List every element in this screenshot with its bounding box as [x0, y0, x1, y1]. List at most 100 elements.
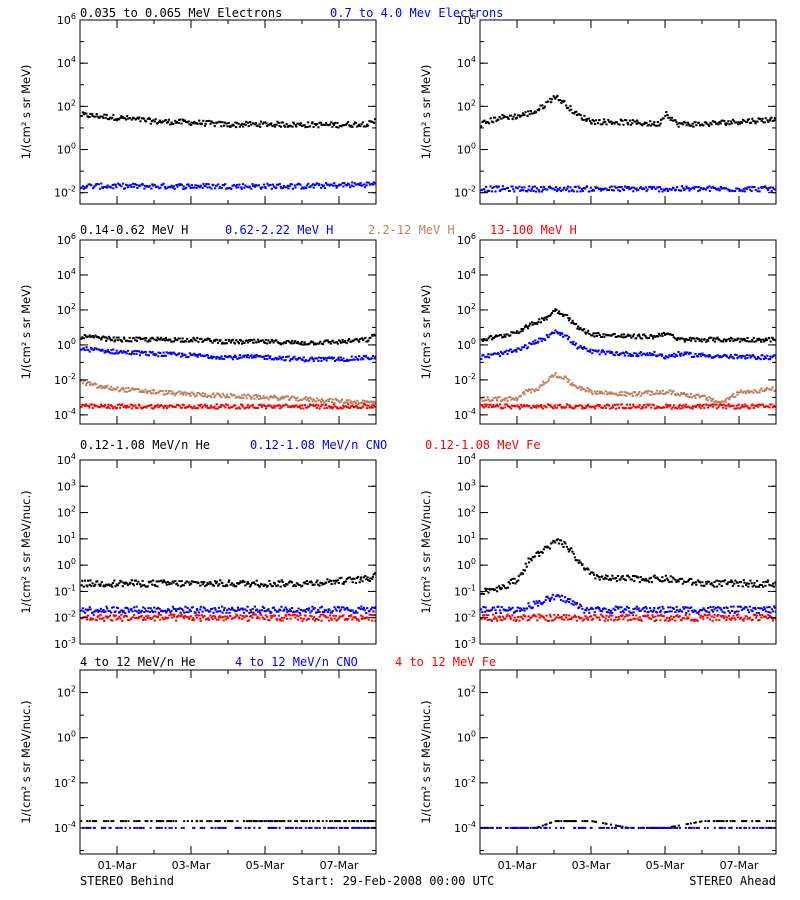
data-point: [583, 568, 586, 571]
data-point: [328, 184, 331, 187]
data-point: [764, 389, 768, 392]
data-point: [316, 357, 319, 360]
data-point: [557, 312, 560, 315]
data-point: [90, 348, 93, 350]
data-point: [143, 337, 146, 340]
data-point: [516, 397, 519, 400]
data-point: [275, 826, 278, 829]
data-point: [756, 190, 759, 193]
data-point: [360, 617, 363, 620]
data-point: [85, 184, 89, 187]
data-point: [504, 350, 507, 353]
data-point: [742, 355, 745, 358]
data-point: [282, 820, 285, 823]
data-point: [340, 400, 343, 403]
data-point: [81, 382, 84, 385]
data-point: [697, 190, 700, 193]
data-point: [743, 119, 746, 122]
data-point: [227, 395, 230, 398]
data-point: [196, 609, 199, 612]
data-point: [340, 359, 343, 361]
data-point: [112, 336, 115, 339]
data-point: [265, 407, 268, 410]
y-tick-label: 10-3: [54, 636, 76, 651]
data-point: [684, 188, 687, 191]
data-point: [158, 826, 161, 829]
data-point: [254, 393, 258, 396]
data-point: [243, 393, 246, 396]
data-point: [245, 339, 248, 342]
data-point: [554, 617, 557, 620]
data-point: [668, 581, 671, 583]
data-point: [590, 389, 593, 392]
data-point: [590, 391, 593, 394]
data-point: [106, 584, 109, 587]
data-point: [88, 383, 92, 386]
data-point: [183, 119, 187, 122]
data-point: [182, 617, 185, 620]
data-point: [146, 354, 149, 357]
data-point: [233, 342, 236, 345]
data-point: [179, 615, 182, 618]
data-point: [249, 395, 252, 398]
data-point: [633, 352, 636, 355]
data-point: [287, 340, 291, 343]
data-point: [527, 561, 531, 564]
data-point: [155, 353, 158, 356]
data-point: [124, 612, 127, 614]
data-point: [152, 389, 156, 392]
data-point: [609, 351, 612, 354]
data-point: [120, 613, 123, 616]
data-point: [557, 404, 560, 407]
data-point: [235, 126, 238, 129]
data-point: [511, 185, 514, 188]
data-point: [96, 609, 99, 611]
data-point: [152, 392, 155, 395]
data-point: [274, 396, 277, 399]
data-point: [634, 391, 637, 394]
data-point: [270, 820, 273, 823]
data-point: [315, 397, 319, 400]
data-point: [582, 187, 585, 189]
data-point: [322, 356, 325, 359]
data-point: [303, 820, 306, 823]
data-point: [661, 335, 664, 337]
data-point: [244, 184, 247, 187]
data-point: [725, 340, 728, 343]
panel-data: [80, 572, 376, 622]
data-point: [283, 341, 286, 344]
data-point: [181, 340, 184, 343]
data-point: [306, 583, 309, 586]
data-point: [89, 113, 92, 116]
data-point: [176, 185, 179, 188]
data-point: [623, 394, 626, 397]
data-point: [686, 338, 689, 341]
data-point: [512, 619, 515, 622]
data-point: [155, 580, 158, 583]
data-point: [147, 607, 150, 610]
data-point: [734, 121, 737, 124]
data-point: [755, 340, 758, 343]
data-point: [153, 406, 156, 409]
data-point: [246, 605, 249, 608]
data-point: [354, 356, 357, 358]
data-point: [639, 123, 642, 126]
data-point: [109, 584, 112, 587]
data-point: [94, 184, 97, 187]
data-point: [226, 584, 229, 587]
data-point: [491, 338, 494, 341]
data-point: [515, 116, 518, 119]
data-point: [339, 610, 342, 613]
data-point: [507, 349, 511, 352]
data-point: [538, 600, 541, 602]
data-point: [109, 388, 112, 391]
data-point: [293, 610, 296, 613]
data-point: [498, 616, 502, 619]
data-point: [570, 618, 573, 621]
data-point: [587, 608, 590, 611]
data-point: [245, 397, 248, 400]
data-point: [659, 122, 662, 125]
data-point: [661, 354, 664, 357]
data-point: [237, 826, 240, 829]
